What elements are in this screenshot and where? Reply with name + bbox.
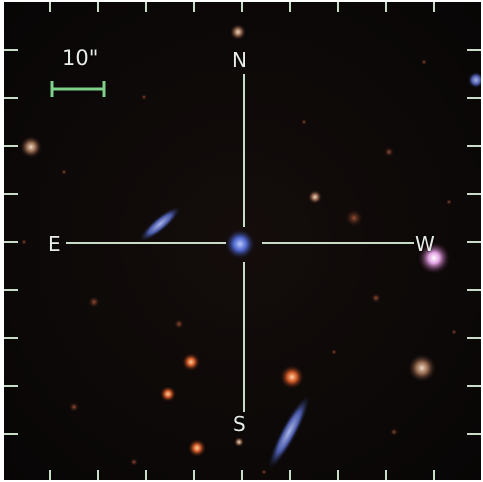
sky-field bbox=[4, 2, 481, 480]
star-orange-4 bbox=[188, 439, 206, 457]
galaxy-south bbox=[268, 394, 310, 470]
scale-bar-label: 10" bbox=[62, 46, 99, 70]
star-pink-west bbox=[418, 242, 450, 274]
star-left-edge bbox=[20, 136, 42, 158]
target-object bbox=[225, 229, 255, 259]
compass-south-label: S bbox=[233, 412, 246, 436]
star-small-right bbox=[345, 209, 363, 227]
crosshair bbox=[66, 74, 414, 412]
background-stars bbox=[21, 59, 457, 475]
star-orange-3 bbox=[160, 386, 176, 402]
star-warm-right bbox=[408, 354, 436, 382]
star-top bbox=[230, 24, 246, 40]
compass-west-label: W bbox=[415, 232, 435, 256]
compass-east-label: E bbox=[48, 232, 61, 256]
galaxy-east bbox=[139, 206, 181, 242]
star-orange-2 bbox=[182, 353, 200, 371]
star-orange-1 bbox=[280, 365, 304, 389]
compass-north-label: N bbox=[232, 48, 247, 72]
sky-image: N S E W 10" bbox=[4, 2, 481, 480]
star-white bbox=[308, 190, 322, 204]
frame-ticks bbox=[4, 2, 481, 480]
star-bottom-small bbox=[234, 437, 244, 447]
scale-bar bbox=[50, 81, 106, 97]
star-right-edge bbox=[468, 72, 481, 88]
